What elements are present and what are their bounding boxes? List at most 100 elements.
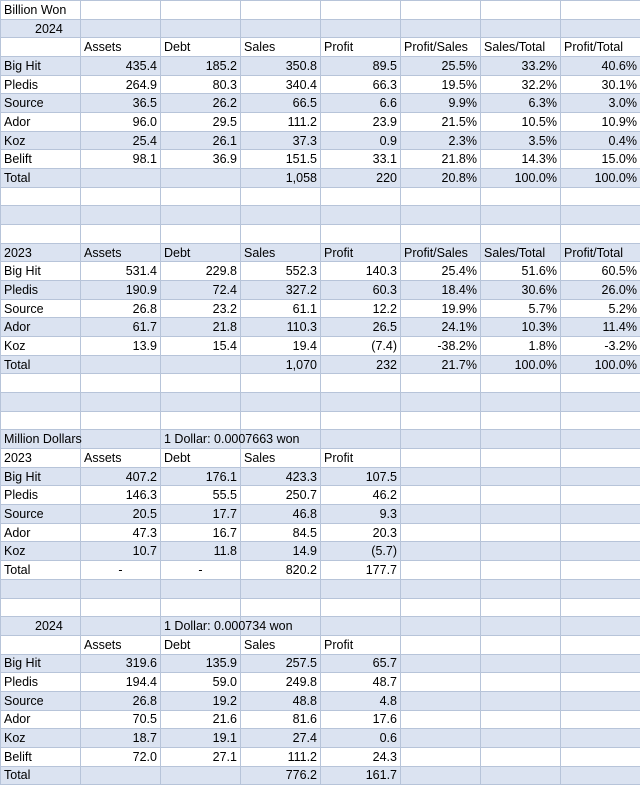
- cell[interactable]: [320, 224, 401, 244]
- cell[interactable]: [560, 410, 640, 431]
- cell[interactable]: [560, 448, 640, 468]
- cell[interactable]: Pledis: [0, 74, 81, 95]
- cell[interactable]: [400, 522, 481, 543]
- cell[interactable]: [320, 597, 401, 618]
- cell[interactable]: 12.2: [320, 298, 401, 319]
- cell[interactable]: [0, 597, 81, 618]
- cell[interactable]: 0.9: [320, 130, 401, 151]
- cell[interactable]: Profit/Total: [560, 37, 640, 58]
- cell[interactable]: Debt: [160, 242, 241, 263]
- cell[interactable]: 19.2: [160, 690, 241, 711]
- cell[interactable]: [560, 746, 640, 767]
- cell[interactable]: Koz: [0, 728, 81, 748]
- cell[interactable]: [480, 392, 561, 412]
- cell[interactable]: [400, 392, 481, 412]
- cell[interactable]: 47.3: [80, 522, 161, 543]
- cell[interactable]: 10.9%: [560, 112, 640, 132]
- cell[interactable]: Sales: [240, 448, 321, 468]
- cell[interactable]: 423.3: [240, 466, 321, 487]
- cell[interactable]: [480, 522, 561, 543]
- cell[interactable]: [400, 410, 481, 431]
- cell[interactable]: 1 Dollar: 0.0007663 won: [160, 429, 300, 450]
- cell[interactable]: [80, 765, 161, 785]
- cell[interactable]: [160, 765, 241, 785]
- cell[interactable]: 140.3: [320, 261, 401, 282]
- cell[interactable]: [560, 485, 640, 506]
- cell[interactable]: [160, 18, 241, 39]
- cell[interactable]: 48.7: [320, 672, 401, 692]
- cell[interactable]: [560, 18, 640, 39]
- cell[interactable]: -38.2%: [400, 336, 481, 356]
- cell[interactable]: [240, 392, 321, 412]
- cell[interactable]: [160, 597, 241, 618]
- cell[interactable]: 96.0: [80, 112, 161, 132]
- cell[interactable]: 40.6%: [560, 56, 640, 76]
- cell[interactable]: [400, 429, 481, 450]
- cell[interactable]: (5.7): [320, 541, 401, 562]
- cell[interactable]: [400, 578, 481, 599]
- cell[interactable]: [240, 597, 321, 618]
- cell[interactable]: 177.7: [320, 560, 401, 580]
- cell[interactable]: [240, 205, 321, 226]
- cell[interactable]: 10.3%: [480, 317, 561, 338]
- cell[interactable]: 55.5: [160, 485, 241, 506]
- cell[interactable]: [400, 18, 481, 39]
- cell[interactable]: [480, 504, 561, 524]
- cell[interactable]: [480, 560, 561, 580]
- cell[interactable]: 48.8: [240, 690, 321, 711]
- cell[interactable]: [320, 392, 401, 412]
- cell[interactable]: 146.3: [80, 485, 161, 506]
- cell[interactable]: 20.5: [80, 504, 161, 524]
- cell[interactable]: 5.2%: [560, 298, 640, 319]
- cell[interactable]: Ador: [0, 317, 81, 338]
- cell[interactable]: [400, 653, 481, 674]
- cell[interactable]: [480, 653, 561, 674]
- cell[interactable]: 17.7: [160, 504, 241, 524]
- cell[interactable]: [400, 597, 481, 618]
- cell[interactable]: [480, 205, 561, 226]
- cell[interactable]: -3.2%: [560, 336, 640, 356]
- cell[interactable]: [400, 709, 481, 730]
- cell[interactable]: [480, 18, 561, 39]
- cell[interactable]: Source: [0, 690, 81, 711]
- cell[interactable]: 23.2: [160, 298, 241, 319]
- cell[interactable]: 60.3: [320, 280, 401, 300]
- cell[interactable]: Total: [0, 560, 81, 580]
- cell[interactable]: [80, 168, 161, 188]
- cell[interactable]: 26.8: [80, 298, 161, 319]
- cell[interactable]: 6.3%: [480, 93, 561, 114]
- cell[interactable]: [320, 186, 401, 207]
- cell[interactable]: [320, 578, 401, 599]
- cell[interactable]: [480, 690, 561, 711]
- cell[interactable]: 1,070: [240, 354, 321, 375]
- cell[interactable]: 407.2: [80, 466, 161, 487]
- cell[interactable]: [400, 616, 481, 636]
- cell[interactable]: [240, 224, 321, 244]
- cell[interactable]: [400, 186, 481, 207]
- cell[interactable]: Debt: [160, 448, 241, 468]
- cell[interactable]: [560, 224, 640, 244]
- cell[interactable]: 11.4%: [560, 317, 640, 338]
- cell[interactable]: 3.5%: [480, 130, 561, 151]
- cell[interactable]: [480, 728, 561, 748]
- cell[interactable]: [560, 634, 640, 655]
- cell[interactable]: 100.0%: [560, 354, 640, 375]
- cell[interactable]: [400, 205, 481, 226]
- cell[interactable]: [480, 578, 561, 599]
- cell[interactable]: [80, 0, 161, 20]
- cell[interactable]: Profit: [320, 448, 401, 468]
- cell[interactable]: [480, 746, 561, 767]
- cell[interactable]: [480, 709, 561, 730]
- cell[interactable]: [320, 18, 401, 39]
- cell[interactable]: 2.3%: [400, 130, 481, 151]
- cell[interactable]: Profit/Sales: [400, 242, 481, 263]
- cell[interactable]: [400, 466, 481, 487]
- cell[interactable]: 135.9: [160, 653, 241, 674]
- cell[interactable]: 65.7: [320, 653, 401, 674]
- cell[interactable]: 21.8%: [400, 149, 481, 170]
- cell[interactable]: [400, 560, 481, 580]
- cell[interactable]: Sales: [240, 37, 321, 58]
- cell[interactable]: [80, 616, 161, 636]
- cell[interactable]: Sales/Total: [480, 37, 561, 58]
- cell[interactable]: 327.2: [240, 280, 321, 300]
